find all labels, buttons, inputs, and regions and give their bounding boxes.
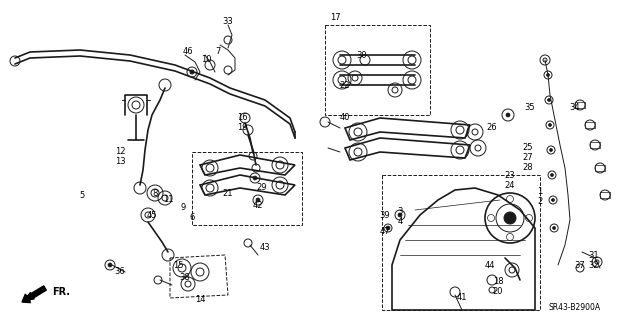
Text: 35: 35 bbox=[525, 103, 535, 113]
Circle shape bbox=[108, 263, 112, 267]
Text: 26: 26 bbox=[486, 123, 497, 132]
Circle shape bbox=[398, 213, 402, 217]
Circle shape bbox=[190, 70, 194, 74]
Text: 28: 28 bbox=[523, 164, 533, 173]
Text: 1: 1 bbox=[538, 188, 543, 197]
Text: 7: 7 bbox=[215, 48, 221, 56]
Circle shape bbox=[550, 149, 552, 152]
Text: 3: 3 bbox=[397, 207, 403, 217]
Text: 43: 43 bbox=[260, 243, 270, 253]
Text: 31: 31 bbox=[589, 250, 599, 259]
Text: 34: 34 bbox=[570, 103, 580, 113]
Circle shape bbox=[547, 73, 550, 77]
Text: 16: 16 bbox=[237, 114, 247, 122]
Text: 21: 21 bbox=[223, 189, 233, 197]
Circle shape bbox=[548, 123, 552, 127]
Text: 39: 39 bbox=[380, 211, 390, 219]
Circle shape bbox=[253, 176, 257, 180]
Text: 13: 13 bbox=[115, 158, 125, 167]
Text: 32: 32 bbox=[589, 261, 599, 270]
Text: 42: 42 bbox=[253, 201, 263, 210]
Text: 24: 24 bbox=[505, 181, 515, 189]
Text: 40: 40 bbox=[340, 114, 350, 122]
Text: 17: 17 bbox=[330, 13, 340, 23]
Text: 38: 38 bbox=[180, 273, 190, 283]
Text: 10: 10 bbox=[201, 56, 211, 64]
Text: 29: 29 bbox=[257, 183, 268, 192]
Circle shape bbox=[550, 174, 554, 176]
Text: 4: 4 bbox=[397, 218, 403, 226]
Text: 5: 5 bbox=[79, 190, 84, 199]
Text: 23: 23 bbox=[505, 170, 515, 180]
Text: 19: 19 bbox=[237, 123, 247, 132]
Text: 25: 25 bbox=[523, 144, 533, 152]
Text: 8: 8 bbox=[152, 189, 157, 197]
Text: 47: 47 bbox=[380, 227, 390, 236]
Text: 46: 46 bbox=[182, 48, 193, 56]
Circle shape bbox=[386, 226, 390, 230]
Text: 15: 15 bbox=[173, 261, 183, 270]
Circle shape bbox=[552, 198, 554, 202]
Text: 9: 9 bbox=[180, 204, 186, 212]
Text: 36: 36 bbox=[115, 268, 125, 277]
Text: 22: 22 bbox=[340, 80, 350, 90]
Text: 33: 33 bbox=[223, 18, 234, 26]
Text: SR43-B2900A: SR43-B2900A bbox=[549, 303, 601, 313]
FancyArrow shape bbox=[22, 286, 46, 303]
Text: 41: 41 bbox=[457, 293, 467, 302]
Text: 12: 12 bbox=[115, 147, 125, 157]
Text: 14: 14 bbox=[195, 294, 205, 303]
Text: 44: 44 bbox=[484, 261, 495, 270]
Text: 30: 30 bbox=[356, 50, 367, 60]
Text: 37: 37 bbox=[575, 261, 586, 270]
Text: 6: 6 bbox=[189, 213, 195, 222]
Text: 11: 11 bbox=[163, 196, 173, 204]
Circle shape bbox=[506, 113, 510, 117]
Circle shape bbox=[547, 99, 550, 101]
Text: 27: 27 bbox=[523, 153, 533, 162]
Circle shape bbox=[256, 198, 260, 202]
Text: 2: 2 bbox=[538, 197, 543, 206]
Text: 20: 20 bbox=[493, 287, 503, 296]
Circle shape bbox=[552, 226, 556, 229]
Circle shape bbox=[504, 212, 516, 224]
Text: FR.: FR. bbox=[52, 287, 70, 297]
Text: 18: 18 bbox=[493, 278, 503, 286]
Text: 45: 45 bbox=[147, 211, 157, 219]
